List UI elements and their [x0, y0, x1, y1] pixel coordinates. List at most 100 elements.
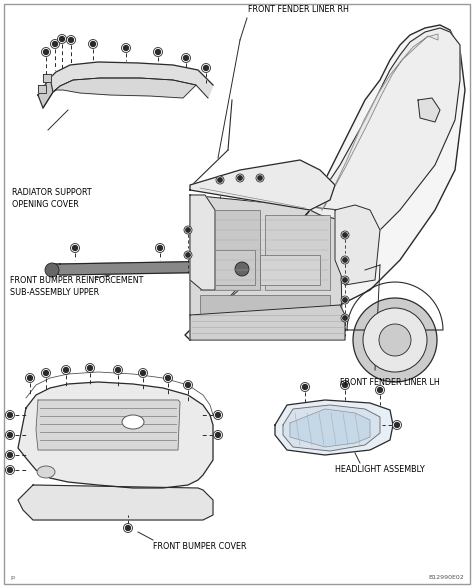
Text: FRONT FENDER LINER RH: FRONT FENDER LINER RH [248, 5, 349, 14]
Polygon shape [18, 485, 213, 520]
Polygon shape [43, 74, 51, 82]
Text: OPENING COVER: OPENING COVER [12, 200, 79, 209]
Ellipse shape [122, 415, 144, 429]
Bar [260, 255, 320, 285]
Circle shape [66, 35, 75, 45]
Circle shape [154, 48, 163, 56]
Circle shape [184, 251, 192, 259]
Circle shape [164, 373, 173, 383]
Circle shape [27, 376, 33, 380]
Bar [200, 210, 260, 290]
Circle shape [6, 450, 15, 459]
Circle shape [6, 466, 15, 475]
Circle shape [26, 373, 35, 383]
Circle shape [60, 36, 64, 42]
Circle shape [363, 308, 427, 372]
Circle shape [183, 55, 189, 61]
Circle shape [138, 369, 147, 377]
Circle shape [218, 178, 222, 182]
Circle shape [140, 370, 146, 376]
Circle shape [343, 258, 347, 262]
Circle shape [44, 370, 48, 376]
Circle shape [256, 174, 264, 182]
Circle shape [340, 380, 349, 389]
Circle shape [42, 369, 51, 377]
Circle shape [236, 174, 244, 182]
Polygon shape [185, 25, 465, 340]
Circle shape [235, 262, 249, 276]
Circle shape [62, 366, 71, 375]
Text: HEADLIGHT ASSEMBLY: HEADLIGHT ASSEMBLY [335, 465, 425, 474]
Circle shape [341, 276, 349, 284]
Circle shape [124, 523, 133, 533]
Circle shape [85, 363, 94, 373]
Polygon shape [190, 195, 342, 320]
Circle shape [8, 467, 12, 473]
Circle shape [238, 176, 242, 180]
Circle shape [64, 368, 68, 372]
Circle shape [216, 176, 224, 184]
Circle shape [392, 420, 401, 429]
Polygon shape [322, 34, 438, 210]
Polygon shape [190, 160, 335, 210]
Polygon shape [52, 260, 242, 275]
Circle shape [155, 49, 161, 55]
Polygon shape [290, 409, 370, 447]
Circle shape [121, 44, 130, 52]
Circle shape [341, 296, 349, 304]
Circle shape [8, 413, 12, 417]
Text: FRONT FENDER LINER LH: FRONT FENDER LINER LH [340, 378, 440, 387]
Polygon shape [283, 405, 380, 451]
Text: FRONT BUMPER REINFORCEMENT: FRONT BUMPER REINFORCEMENT [10, 276, 143, 285]
Text: SUB-ASSEMBLY UPPER: SUB-ASSEMBLY UPPER [10, 288, 99, 297]
Circle shape [157, 246, 163, 250]
Circle shape [165, 376, 171, 380]
Circle shape [155, 243, 164, 252]
Polygon shape [190, 195, 215, 290]
Circle shape [116, 368, 120, 372]
Circle shape [341, 231, 349, 239]
Circle shape [182, 54, 191, 62]
Circle shape [51, 39, 60, 48]
Circle shape [216, 433, 220, 437]
Circle shape [44, 49, 48, 55]
Text: B12990E02: B12990E02 [428, 575, 464, 580]
Polygon shape [335, 205, 380, 285]
Circle shape [201, 64, 210, 72]
Circle shape [301, 383, 310, 392]
Circle shape [394, 423, 400, 427]
Polygon shape [275, 400, 393, 455]
Circle shape [216, 413, 220, 417]
Circle shape [126, 526, 130, 530]
Polygon shape [222, 210, 310, 305]
Polygon shape [38, 85, 46, 93]
Circle shape [6, 430, 15, 439]
Ellipse shape [37, 466, 55, 478]
Circle shape [53, 42, 57, 46]
Circle shape [42, 48, 51, 56]
Circle shape [343, 298, 347, 302]
Circle shape [184, 226, 192, 234]
Circle shape [213, 410, 222, 419]
Polygon shape [18, 382, 213, 488]
Bar [200, 295, 330, 320]
Circle shape [186, 228, 190, 232]
Circle shape [8, 453, 12, 457]
Text: p: p [10, 575, 14, 580]
Polygon shape [418, 98, 440, 122]
Polygon shape [310, 28, 460, 240]
Circle shape [8, 433, 12, 437]
Circle shape [183, 380, 192, 389]
Circle shape [88, 366, 92, 370]
Polygon shape [38, 62, 213, 108]
Text: RADIATOR SUPPORT: RADIATOR SUPPORT [12, 188, 91, 197]
Circle shape [73, 246, 77, 250]
Circle shape [379, 324, 411, 356]
Circle shape [341, 256, 349, 264]
Circle shape [69, 38, 73, 42]
Circle shape [258, 176, 262, 180]
Polygon shape [53, 78, 196, 98]
Circle shape [341, 314, 349, 322]
Circle shape [375, 386, 384, 395]
Circle shape [353, 298, 437, 382]
